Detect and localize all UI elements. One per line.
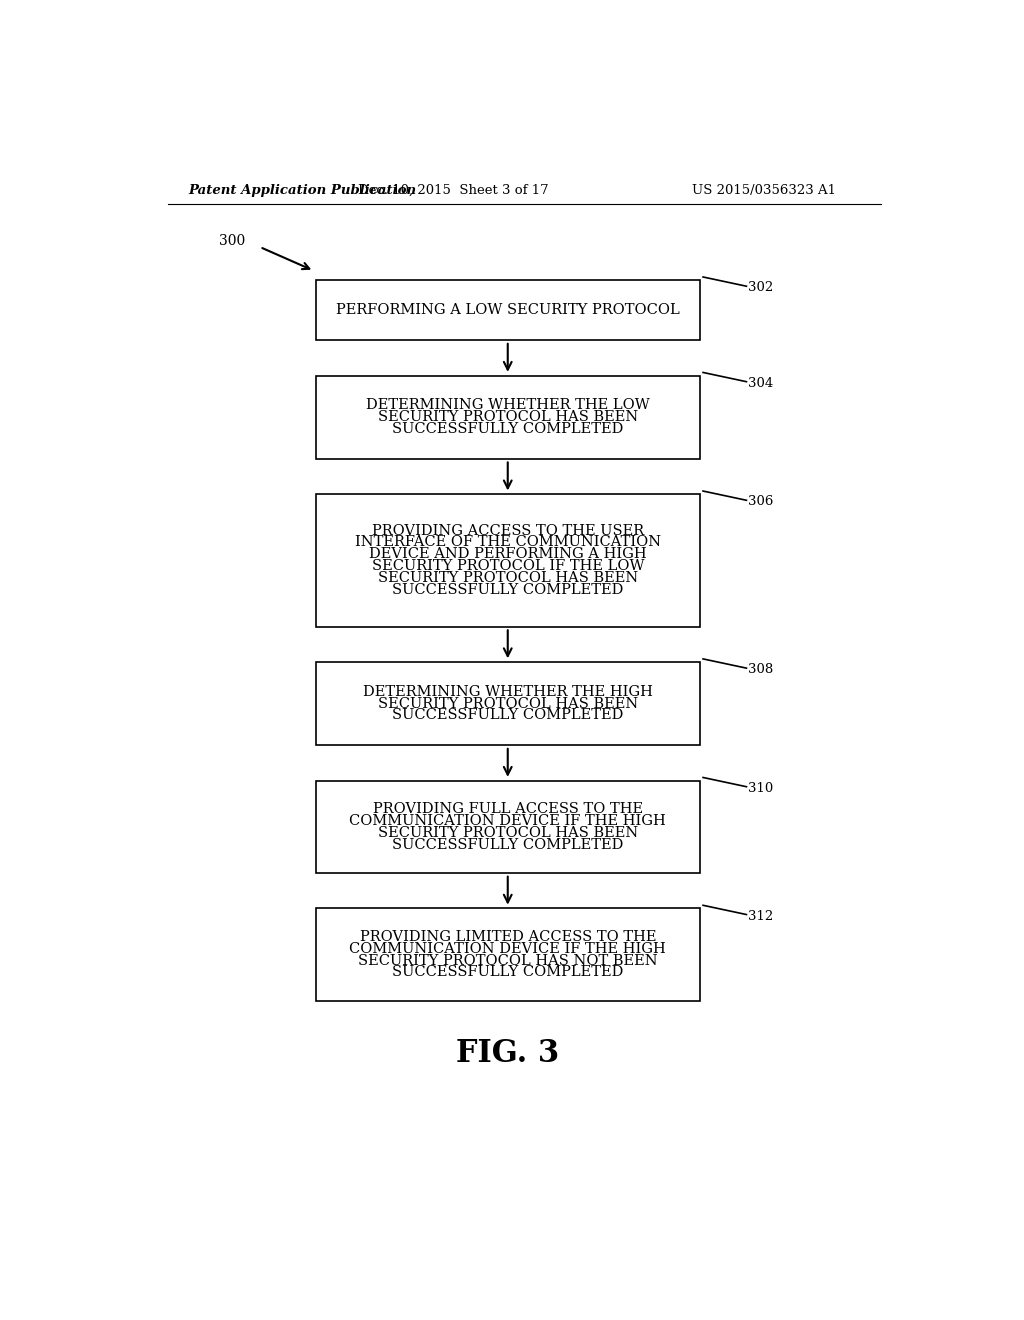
Text: 308: 308 bbox=[748, 663, 773, 676]
Text: SECURITY PROTOCOL HAS NOT BEEN: SECURITY PROTOCOL HAS NOT BEEN bbox=[358, 953, 657, 968]
Text: 312: 312 bbox=[748, 909, 773, 923]
Text: PERFORMING A LOW SECURITY PROTOCOL: PERFORMING A LOW SECURITY PROTOCOL bbox=[336, 304, 680, 317]
Text: DETERMINING WHETHER THE HIGH: DETERMINING WHETHER THE HIGH bbox=[362, 685, 652, 698]
Text: SUCCESSFULLY COMPLETED: SUCCESSFULLY COMPLETED bbox=[392, 422, 624, 436]
Bar bbox=[315, 494, 700, 627]
Text: US 2015/0356323 A1: US 2015/0356323 A1 bbox=[691, 185, 836, 197]
Text: SUCCESSFULLY COMPLETED: SUCCESSFULLY COMPLETED bbox=[392, 583, 624, 597]
Text: COMMUNICATION DEVICE IF THE HIGH: COMMUNICATION DEVICE IF THE HIGH bbox=[349, 941, 667, 956]
Text: SUCCESSFULLY COMPLETED: SUCCESSFULLY COMPLETED bbox=[392, 965, 624, 979]
Text: PROVIDING LIMITED ACCESS TO THE: PROVIDING LIMITED ACCESS TO THE bbox=[359, 929, 656, 944]
Text: INTERFACE OF THE COMMUNICATION: INTERFACE OF THE COMMUNICATION bbox=[354, 536, 660, 549]
Text: 310: 310 bbox=[748, 781, 773, 795]
Text: COMMUNICATION DEVICE IF THE HIGH: COMMUNICATION DEVICE IF THE HIGH bbox=[349, 814, 667, 828]
Text: Dec. 10, 2015  Sheet 3 of 17: Dec. 10, 2015 Sheet 3 of 17 bbox=[358, 185, 549, 197]
Text: PROVIDING ACCESS TO THE USER: PROVIDING ACCESS TO THE USER bbox=[372, 524, 644, 537]
Text: 304: 304 bbox=[748, 376, 773, 389]
Text: 300: 300 bbox=[219, 234, 246, 248]
Text: SUCCESSFULLY COMPLETED: SUCCESSFULLY COMPLETED bbox=[392, 838, 624, 851]
Text: SECURITY PROTOCOL HAS BEEN: SECURITY PROTOCOL HAS BEEN bbox=[378, 572, 638, 585]
Bar bbox=[315, 908, 700, 1001]
Text: PROVIDING FULL ACCESS TO THE: PROVIDING FULL ACCESS TO THE bbox=[373, 801, 643, 816]
Bar bbox=[315, 280, 700, 341]
Bar bbox=[315, 376, 700, 459]
Text: SECURITY PROTOCOL HAS BEEN: SECURITY PROTOCOL HAS BEEN bbox=[378, 697, 638, 710]
Text: SECURITY PROTOCOL HAS BEEN: SECURITY PROTOCOL HAS BEEN bbox=[378, 411, 638, 424]
Text: DETERMINING WHETHER THE LOW: DETERMINING WHETHER THE LOW bbox=[366, 399, 649, 412]
Text: 306: 306 bbox=[748, 495, 773, 508]
Text: SECURITY PROTOCOL HAS BEEN: SECURITY PROTOCOL HAS BEEN bbox=[378, 826, 638, 840]
Bar bbox=[315, 663, 700, 744]
Text: SUCCESSFULLY COMPLETED: SUCCESSFULLY COMPLETED bbox=[392, 709, 624, 722]
Bar bbox=[315, 780, 700, 873]
Text: FIG. 3: FIG. 3 bbox=[456, 1038, 559, 1069]
Text: Patent Application Publication: Patent Application Publication bbox=[188, 185, 417, 197]
Text: SECURITY PROTOCOL IF THE LOW: SECURITY PROTOCOL IF THE LOW bbox=[372, 560, 644, 573]
Text: 302: 302 bbox=[748, 281, 773, 294]
Text: DEVICE AND PERFORMING A HIGH: DEVICE AND PERFORMING A HIGH bbox=[369, 548, 646, 561]
